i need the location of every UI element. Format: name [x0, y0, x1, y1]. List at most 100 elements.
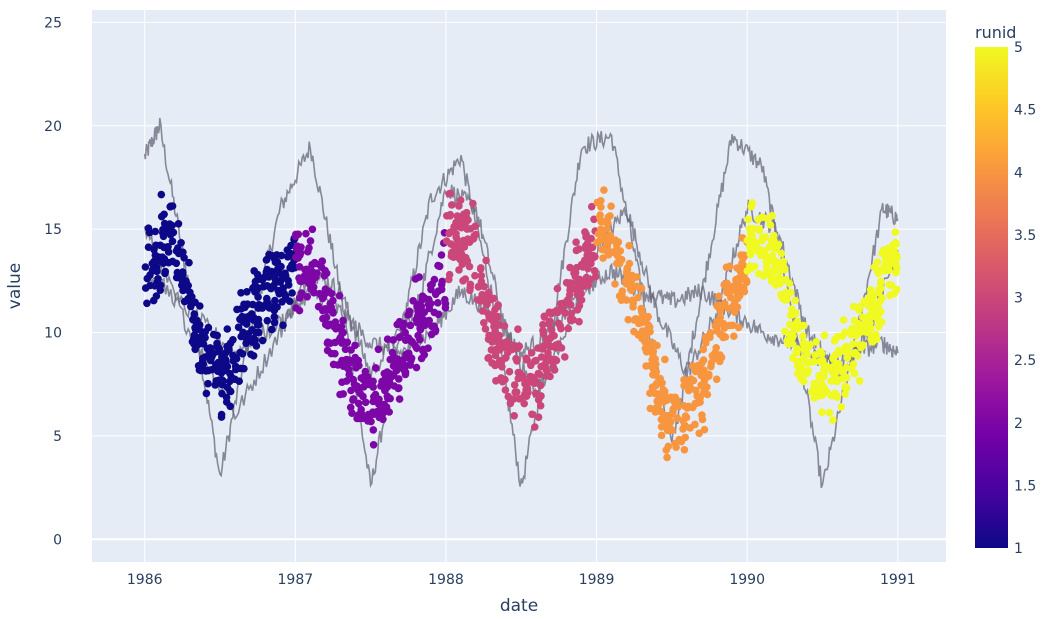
scatter-point	[680, 421, 689, 430]
scatter-point	[561, 353, 569, 361]
scatter-point	[583, 239, 592, 248]
scatter-point	[514, 344, 522, 352]
scatter-point	[335, 335, 344, 343]
scatter-point	[295, 274, 303, 282]
scatter-point	[455, 202, 463, 210]
scatter-point	[185, 258, 193, 267]
scatter-point	[144, 243, 153, 251]
scatter-point	[319, 292, 328, 301]
scatter-point	[785, 279, 794, 288]
scatter-point	[347, 386, 355, 395]
scatter-point	[585, 249, 593, 258]
scatter-point	[212, 342, 221, 351]
scatter-point	[431, 290, 440, 299]
scatter-point	[787, 288, 795, 297]
scatter-point	[157, 190, 166, 199]
scatter-point	[601, 246, 609, 254]
scatter-point	[446, 210, 455, 219]
scatter-point	[279, 321, 287, 330]
scatter-point	[730, 332, 738, 341]
axis-labels: 1986 1987 1988 1989 1990 1991 0 5 10 15 20 25	[44, 15, 915, 588]
scatter-point	[758, 236, 766, 245]
scatter-point	[195, 325, 204, 334]
scatter-point	[206, 356, 215, 365]
scatter-point	[389, 336, 398, 344]
scatter-point	[600, 218, 608, 226]
scatter-point	[599, 254, 607, 262]
scatter-point	[695, 429, 703, 438]
x-tick-label: 1990	[729, 572, 765, 588]
scatter-point	[369, 441, 378, 449]
scatter-point	[238, 312, 246, 321]
scatter-point	[540, 360, 549, 369]
scatter-point	[818, 391, 827, 400]
scatter-point	[740, 283, 748, 292]
scatter-point	[881, 254, 890, 262]
scatter-point	[573, 306, 582, 314]
scatter-point	[810, 385, 818, 393]
scatter-point	[857, 343, 865, 352]
scatter-point	[607, 202, 615, 210]
scatter-point	[768, 212, 776, 220]
scatter-point	[566, 301, 575, 309]
scatter-point	[482, 256, 490, 265]
scatter-point	[657, 415, 666, 424]
scatter-point	[501, 386, 510, 394]
scatter-point	[322, 313, 331, 322]
scatter-point	[249, 300, 257, 309]
scatter-point	[367, 417, 375, 426]
y-tick-label: 20	[44, 119, 62, 135]
scatter-point	[498, 377, 507, 386]
scatter-point	[406, 321, 415, 330]
scatter-point	[411, 275, 420, 283]
scatter-point	[395, 333, 404, 342]
scatter-point	[891, 238, 900, 247]
scatter-points	[141, 186, 901, 462]
scatter-point	[156, 281, 165, 290]
colorbar	[975, 47, 1008, 548]
scatter-point	[249, 284, 257, 292]
scatter-point	[716, 313, 725, 322]
scatter-point	[569, 316, 577, 324]
scatter-point	[566, 279, 574, 287]
scatter-point	[843, 344, 852, 353]
scatter-point	[539, 320, 547, 329]
scatter-point	[859, 313, 867, 321]
scatter-point	[283, 252, 292, 261]
scatter-point	[310, 288, 318, 297]
scatter-point	[779, 257, 788, 266]
scatter-point	[462, 208, 471, 217]
scatter-point	[744, 215, 752, 224]
scatter-point	[641, 344, 650, 353]
scatter-point	[191, 298, 199, 307]
scatter-point	[743, 267, 752, 275]
scatter-point	[495, 337, 504, 346]
scatter-point	[682, 413, 691, 422]
grid-lines	[92, 10, 946, 562]
scatter-point	[490, 294, 498, 303]
scatter-point	[657, 423, 666, 431]
scatter-point	[891, 228, 900, 236]
scatter-point	[781, 265, 789, 274]
scatter-point	[404, 311, 413, 319]
scatter-point	[496, 346, 504, 354]
scatter-point	[492, 377, 500, 385]
scatter-point	[350, 380, 359, 389]
scatter-point	[527, 349, 536, 357]
scatter-point	[245, 312, 253, 321]
scatter-point	[471, 271, 479, 280]
scatter-point	[772, 257, 780, 266]
scatter-point	[487, 346, 496, 354]
colorbar-tick-label: 3	[1014, 291, 1023, 307]
scatter-point	[377, 408, 385, 417]
scatter-point	[409, 297, 417, 305]
scatter-point	[663, 420, 672, 429]
scatter-point	[404, 334, 413, 342]
scatter-point	[159, 229, 167, 238]
scatter-point	[292, 304, 300, 312]
scatter-point	[783, 295, 791, 304]
scatter-point	[414, 307, 422, 316]
scatter-point	[757, 251, 765, 260]
scatter-point	[201, 328, 210, 336]
